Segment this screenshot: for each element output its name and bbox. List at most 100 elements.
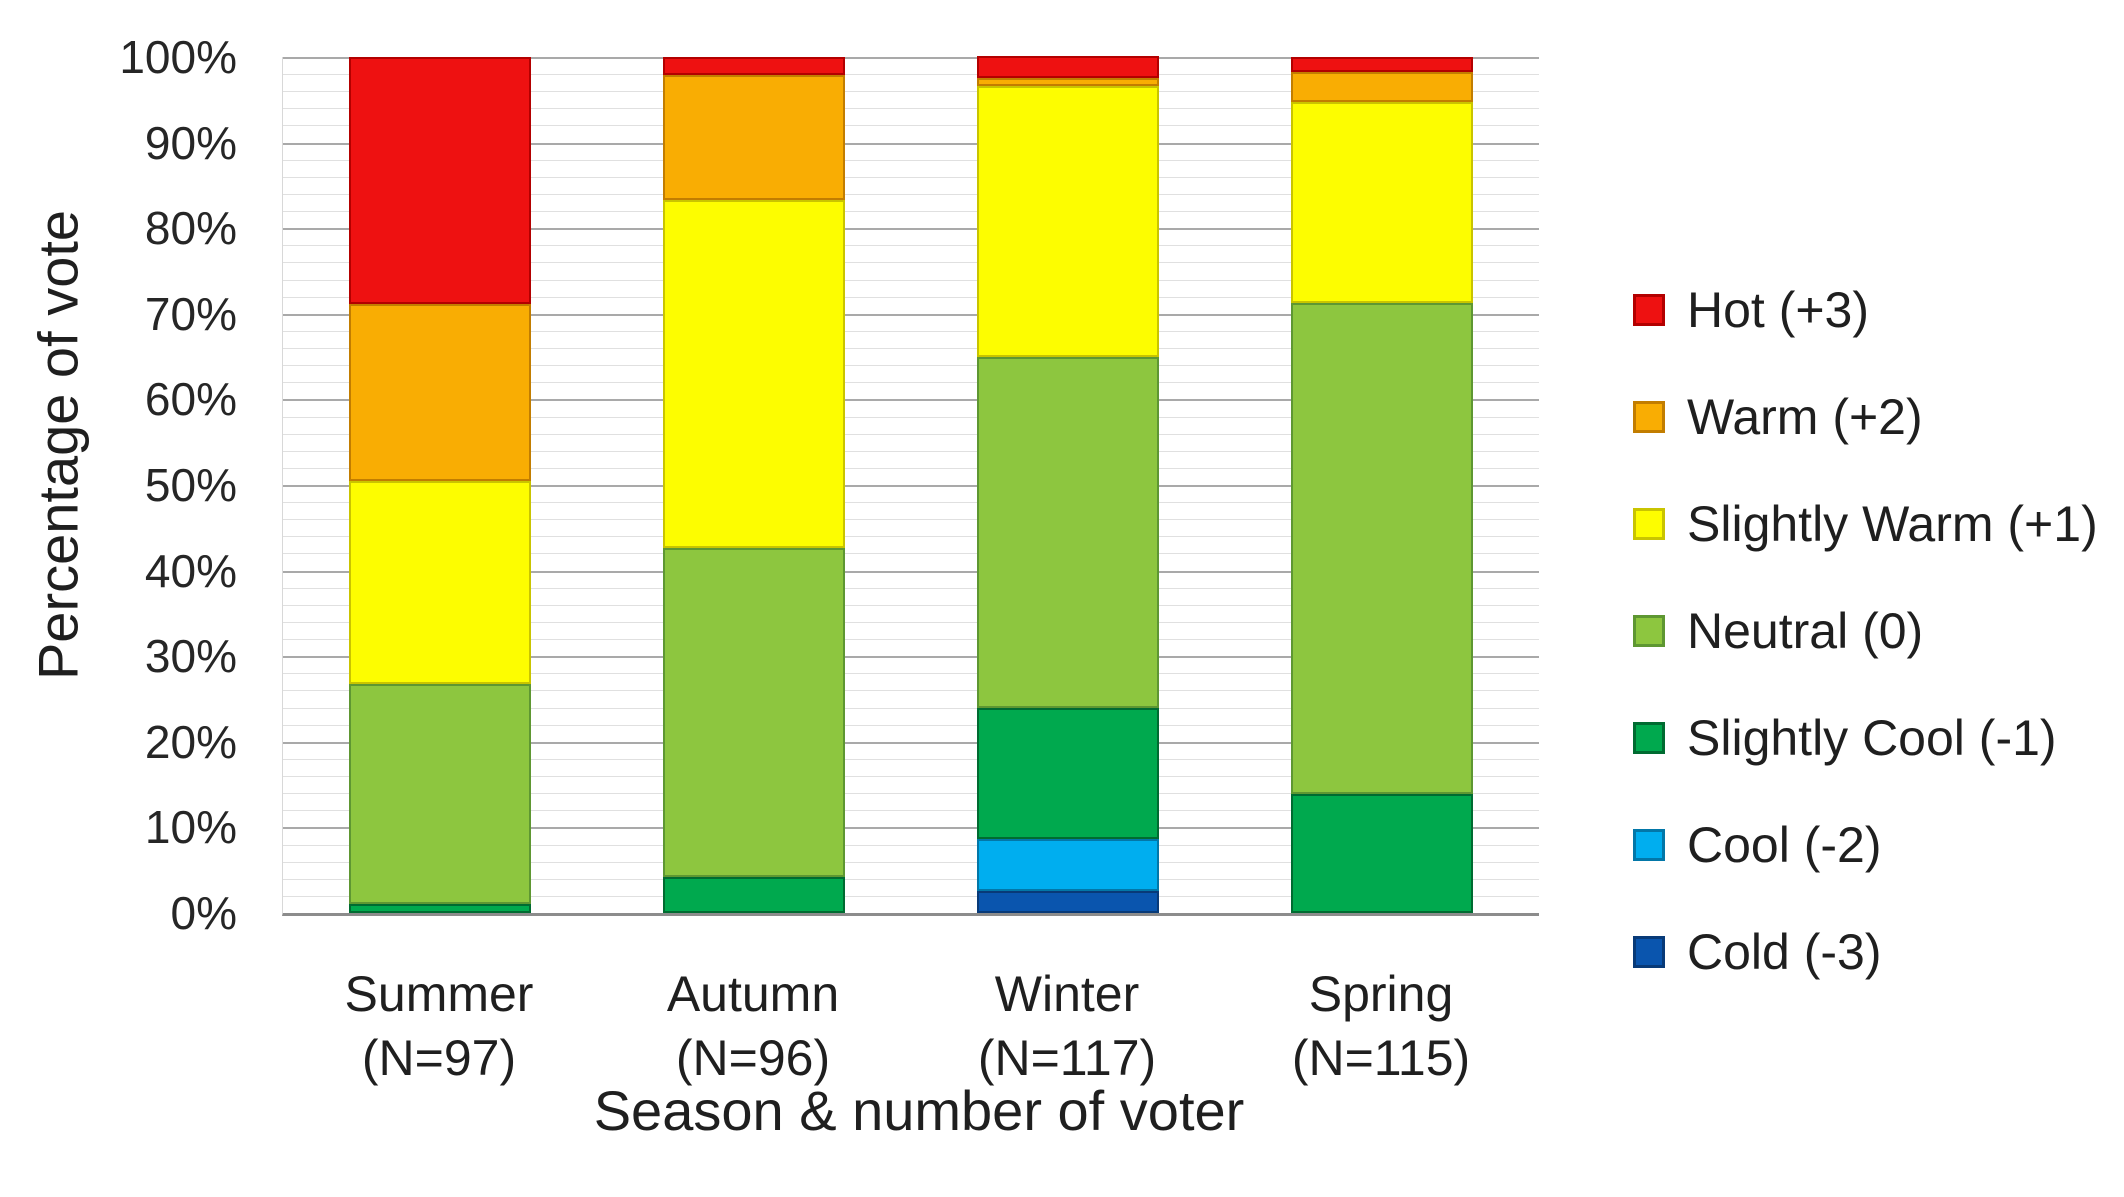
minor-gridline <box>283 690 1539 692</box>
major-gridline <box>283 313 1539 316</box>
x-tick-sample-size: (N=115) <box>1291 1030 1471 1086</box>
major-gridline <box>283 399 1539 402</box>
legend-swatch-icon <box>1633 829 1665 861</box>
major-gridline <box>283 142 1539 145</box>
minor-gridline <box>283 176 1539 178</box>
minor-gridline <box>283 895 1539 897</box>
segment-spring-slightly-warm-1 <box>1291 101 1473 303</box>
segment-winter-cold-3 <box>977 890 1159 913</box>
segment-winter-slightly-cool-1 <box>977 707 1159 840</box>
minor-gridline <box>283 776 1539 778</box>
segment-summer-slightly-warm-1 <box>349 480 531 684</box>
minor-gridline <box>283 604 1539 606</box>
legend-item-slightly-cool-1: Slightly Cool (-1) <box>1633 712 2098 764</box>
segment-summer-neutral-0 <box>349 683 531 905</box>
bar-winter <box>977 56 1159 913</box>
major-gridline <box>283 485 1539 487</box>
minor-gridline <box>283 724 1539 726</box>
segment-winter-neutral-0 <box>977 356 1159 708</box>
minor-gridline <box>283 245 1539 247</box>
legend-label: Warm (+2) <box>1687 389 1923 445</box>
x-tick-season: Winter <box>994 966 1140 1022</box>
x-tick-season: Summer <box>344 966 534 1022</box>
segment-spring-neutral-0 <box>1291 302 1473 795</box>
legend-label: Cool (-2) <box>1687 817 1882 873</box>
minor-gridline <box>283 159 1539 161</box>
segment-winter-hot-3 <box>977 56 1159 79</box>
segment-summer-slightly-cool-1 <box>349 904 531 913</box>
legend-swatch-icon <box>1633 722 1665 754</box>
minor-gridline <box>283 861 1539 863</box>
minor-gridline <box>283 125 1539 127</box>
x-tick-sample-size: (N=117) <box>977 1030 1157 1086</box>
segment-winter-warm-2 <box>977 78 1159 87</box>
major-gridline <box>283 228 1539 231</box>
minor-gridline <box>283 519 1539 521</box>
legend-item-neutral-0: Neutral (0) <box>1633 605 2098 657</box>
y-tick-label-20: 20% <box>144 715 237 768</box>
major-gridline <box>283 57 1539 59</box>
segment-autumn-hot-3 <box>663 57 845 75</box>
minor-gridline <box>283 758 1539 760</box>
x-tick-label-winter: Winter (N=117) <box>907 962 1227 1090</box>
x-tick-label-spring: Spring (N=115) <box>1221 962 1541 1090</box>
minor-gridline <box>283 707 1539 709</box>
minor-gridline <box>283 416 1539 418</box>
y-tick-label-70: 70% <box>144 287 237 340</box>
minor-gridline <box>283 296 1539 298</box>
legend-swatch-icon <box>1633 936 1665 968</box>
bar-summer <box>349 57 531 913</box>
minor-gridline <box>283 878 1539 880</box>
minor-gridline <box>283 91 1539 93</box>
x-tick-label-summer: Summer (N=97) <box>279 962 599 1090</box>
minor-gridline <box>283 279 1539 281</box>
minor-gridline <box>283 74 1539 76</box>
minor-gridline <box>283 330 1539 332</box>
legend-label: Neutral (0) <box>1687 603 1924 659</box>
y-tick-label-50: 50% <box>144 459 237 511</box>
minor-gridline <box>283 621 1539 623</box>
legend-item-warm-2: Warm (+2) <box>1633 391 2098 443</box>
minor-gridline <box>283 348 1539 350</box>
segment-winter-cool-2 <box>977 839 1159 891</box>
legend-swatch-icon <box>1633 615 1665 647</box>
legend-item-cold-3: Cold (-3) <box>1633 926 2098 978</box>
minor-gridline <box>283 553 1539 555</box>
legend-label: Cold (-3) <box>1687 924 1882 980</box>
minor-gridline <box>283 810 1539 812</box>
legend-label: Slightly Warm (+1) <box>1687 496 2098 552</box>
minor-gridline <box>283 536 1539 538</box>
legend-swatch-icon <box>1633 294 1665 326</box>
segment-spring-slightly-cool-1 <box>1291 794 1473 913</box>
legend-item-cool-2: Cool (-2) <box>1633 819 2098 871</box>
minor-gridline <box>283 793 1539 795</box>
minor-gridline <box>283 382 1539 384</box>
segment-autumn-slightly-warm-1 <box>663 199 845 548</box>
y-tick-label-90: 90% <box>144 116 237 169</box>
x-tick-sample-size: (N=96) <box>675 1030 831 1086</box>
segment-summer-warm-2 <box>349 304 531 481</box>
minor-gridline <box>283 108 1539 110</box>
y-tick-label-0: 0% <box>170 887 237 939</box>
minor-gridline <box>283 502 1539 504</box>
y-tick-label-30: 30% <box>144 630 237 683</box>
y-tick-label-60: 60% <box>144 373 237 426</box>
y-tick-label-80: 80% <box>144 202 237 255</box>
minor-gridline <box>283 587 1539 589</box>
y-tick-label-100: 100% <box>119 31 237 83</box>
legend-label: Hot (+3) <box>1687 282 1870 338</box>
major-gridline <box>283 570 1539 573</box>
minor-gridline <box>283 450 1539 452</box>
x-tick-season: Spring <box>1308 966 1454 1022</box>
x-axis-title: Season & number of voter <box>593 1079 1245 1142</box>
legend-item-slightly-warm-1: Slightly Warm (+1) <box>1633 498 2098 550</box>
segment-autumn-warm-2 <box>663 74 845 200</box>
legend-swatch-icon <box>1633 401 1665 433</box>
minor-gridline <box>283 639 1539 641</box>
minor-gridline <box>283 844 1539 846</box>
minor-gridline <box>283 467 1539 469</box>
minor-gridline <box>283 673 1539 675</box>
x-tick-sample-size: (N=97) <box>361 1030 517 1086</box>
y-tick-label-10: 10% <box>144 801 237 854</box>
